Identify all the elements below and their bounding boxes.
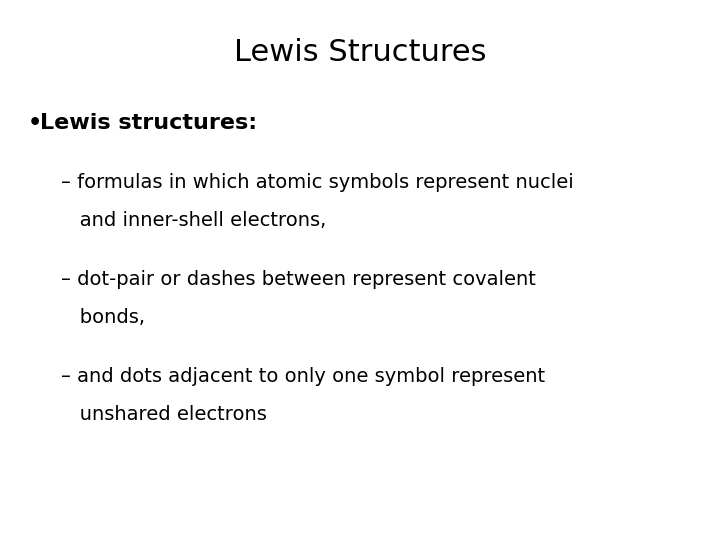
Text: Lewis Structures: Lewis Structures (234, 38, 486, 67)
Text: •: • (27, 113, 42, 133)
Text: – dot-pair or dashes between represent covalent: – dot-pair or dashes between represent c… (61, 270, 536, 289)
Text: Lewis structures:: Lewis structures: (40, 113, 257, 133)
Text: – and dots adjacent to only one symbol represent: – and dots adjacent to only one symbol r… (61, 367, 545, 386)
Text: and inner-shell electrons,: and inner-shell electrons, (61, 211, 326, 229)
Text: bonds,: bonds, (61, 308, 145, 327)
Text: – formulas in which atomic symbols represent nuclei: – formulas in which atomic symbols repre… (61, 173, 574, 192)
Text: unshared electrons: unshared electrons (61, 405, 267, 424)
